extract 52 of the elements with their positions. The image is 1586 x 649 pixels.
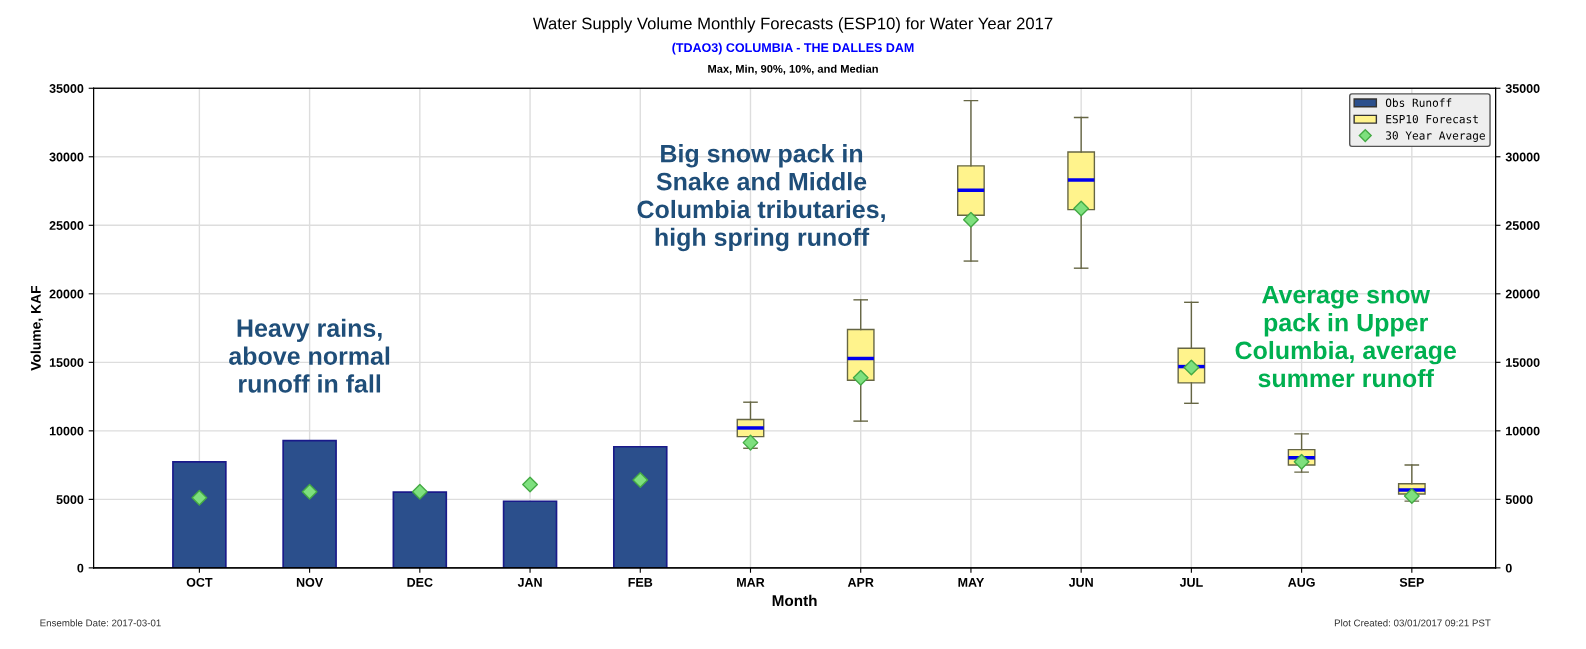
x-tick-label: NOV xyxy=(296,577,324,587)
y-tick-label: 30000 xyxy=(49,152,84,162)
point xyxy=(191,489,208,506)
x-tick-label: FEB xyxy=(628,578,653,587)
x-tick-label: OCT xyxy=(186,577,213,587)
x-tick-label: JUL xyxy=(1179,578,1203,587)
y2-tick-label: 20000 xyxy=(1505,289,1540,299)
point xyxy=(1403,488,1420,505)
point xyxy=(632,472,649,489)
x-tick-label: JUN xyxy=(1068,578,1093,587)
y-tick-label: 15000 xyxy=(49,358,84,367)
y-axis-title: Volume, KAF xyxy=(30,285,43,371)
legend-label: Obs Runoff xyxy=(1385,98,1452,107)
chart-subtitle: (TDAO3) COLUMBIA - THE DALLES DAM xyxy=(672,42,914,55)
y2-tick-label: 15000 xyxy=(1506,358,1540,367)
x-tick-label: MAY xyxy=(958,578,985,587)
annotation: Big snow pack in Snake and Middle Columbia tributaries, high spring runoff xyxy=(637,144,885,252)
text: Plot Created: 03/01/2017 09:21 PST xyxy=(1334,619,1491,627)
x-tick-label: AUG xyxy=(1288,577,1315,587)
annotation: Average snow pack in Upper Columbia, average summer runoff xyxy=(1235,286,1456,388)
y2-tick-label: 0 xyxy=(1505,563,1512,573)
y2-tick-label: 35000 xyxy=(1505,84,1540,93)
y-tick-label: 5000 xyxy=(56,495,84,505)
x-tick-label: JAN xyxy=(517,578,542,587)
point xyxy=(1293,453,1310,470)
legend-label: ESP10 Forecast xyxy=(1386,114,1478,124)
x-tick-label: APR xyxy=(847,578,874,587)
y2-tick-label: 5000 xyxy=(1505,495,1533,505)
y2-tick-label: 10000 xyxy=(1506,426,1540,436)
text: Max, Min, 90%, 10%, and Median xyxy=(708,64,878,75)
text: Ensemble Date: 2017-03-01 xyxy=(40,619,161,627)
point xyxy=(1073,200,1090,217)
point xyxy=(411,483,428,500)
chart-title: Water Supply Volume Monthly Forecasts (ESP10) for Water Year 2017 xyxy=(532,17,1053,33)
y-tick-label: 35000 xyxy=(49,84,84,93)
legend-label: 30 Year Average xyxy=(1386,131,1485,142)
x-axis-title: Month xyxy=(772,594,817,607)
point xyxy=(301,483,318,500)
y2-tick-label: 30000 xyxy=(1505,152,1540,162)
y-tick-label: 20000 xyxy=(49,289,84,299)
x-tick-label: DEC xyxy=(407,577,433,587)
annotation: Heavy rains, above normal runoff in fall xyxy=(229,318,390,393)
point xyxy=(522,476,539,493)
point xyxy=(962,211,979,228)
x-tick-label: MAR xyxy=(737,578,765,587)
y2-tick-label: 25000 xyxy=(1505,221,1540,230)
x-tick-label: SEP xyxy=(1399,577,1424,587)
y-tick-label: 10000 xyxy=(49,426,84,436)
y-tick-label: 25000 xyxy=(49,221,84,230)
point xyxy=(742,434,759,451)
y-tick-label: 0 xyxy=(77,563,84,573)
point xyxy=(852,369,869,386)
